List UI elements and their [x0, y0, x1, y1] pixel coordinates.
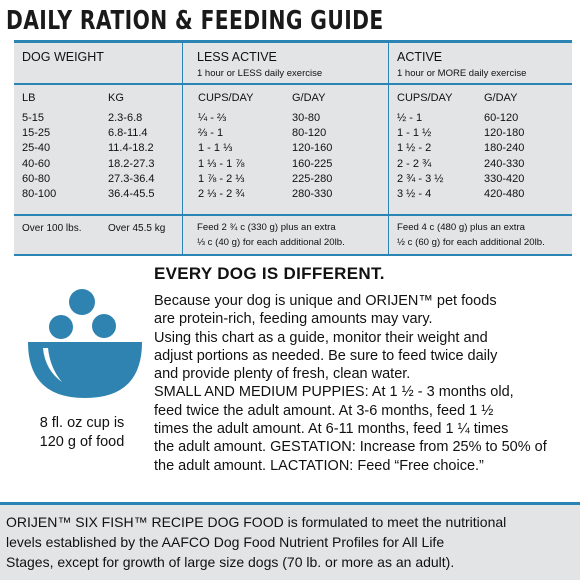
cell-active-cups: 2 ¾ - 3 ½ [397, 172, 444, 185]
bowl-highlight [43, 348, 62, 382]
cell-less-cups: 1 ⅓ - 1 ⅞ [198, 157, 245, 170]
cell-less-cups: 1 - 1 ⅓ [198, 142, 233, 155]
cell-lb: 5-15 [22, 112, 45, 124]
group-dog-weight: DOG WEIGHT [22, 50, 104, 64]
kibble-left [49, 315, 73, 339]
aafco-line: levels established by the AAFCO Dog Food… [6, 534, 445, 550]
cell-kg: 36.4-45.5 [108, 188, 155, 200]
every-dog-line: are protein-rich, feeding amounts may va… [154, 311, 433, 328]
page-title: DAILY RATION & FEEDING GUIDE [6, 6, 384, 36]
cell-active-g: 120-180 [484, 127, 525, 140]
col-header-less-g: G/DAY [292, 92, 326, 104]
aafco-panel [0, 502, 580, 580]
group-active: ACTIVE [397, 50, 443, 64]
feeding-table [14, 40, 572, 256]
aafco-line: Stages, except for growth of large size … [6, 554, 455, 570]
every-dog-line: feed twice the adult amount. At 3-6 mont… [154, 402, 494, 419]
cell-kg: 18.2-27.3 [108, 157, 155, 170]
over-less-note: Feed 2 ¾ c (330 g) plus an extra ⅓ c (40… [197, 222, 345, 248]
cell-active-g: 330-420 [484, 172, 525, 185]
col-header-kg: KG [108, 92, 124, 104]
cell-active-cups: 2 - 2 ¾ [397, 157, 432, 170]
over-kg: Over 45.5 kg [108, 223, 166, 234]
over-lb: Over 100 lbs. [22, 223, 82, 234]
col-header-lb: LB [22, 92, 36, 104]
cell-kg: 27.3-36.4 [108, 172, 155, 185]
bowl-shape [28, 342, 142, 398]
every-dog-line: and provide plenty of fresh, clean water… [154, 366, 411, 383]
table-over-rule [14, 214, 572, 216]
every-dog-line: the adult amount. LACTATION: Feed “Free … [154, 457, 484, 474]
every-dog-line: the adult amount. GESTATION: Increase fr… [154, 439, 547, 456]
food-bowl-icon [28, 289, 142, 398]
cell-kg: 11.4-18.2 [108, 142, 154, 155]
cell-less-g: 280-330 [292, 188, 333, 200]
cell-less-g: 120-160 [292, 142, 333, 155]
cell-active-cups: ½ - 1 [397, 112, 423, 124]
cell-less-g: 80-120 [292, 127, 327, 140]
cell-less-g: 160-225 [292, 157, 333, 170]
cell-less-cups: ¼ - ⅔ [198, 112, 227, 124]
cell-active-g: 240-330 [484, 157, 525, 170]
table-bottom-rule [14, 254, 572, 256]
every-dog-line: adjust portions as needed. Be sure to fe… [154, 347, 498, 364]
every-dog-line: Using this chart as a guide, monitor the… [154, 329, 488, 346]
group-active-sub: 1 hour or MORE daily exercise [397, 68, 527, 79]
over-active-note: Feed 4 c (480 g) plus an extra ½ c (60 g… [397, 222, 545, 248]
cell-active-cups: 3 ½ - 4 [397, 188, 432, 200]
cell-lb: 15-25 [22, 127, 51, 140]
col-header-active-g: G/DAY [484, 92, 518, 104]
cup-caption: 8 fl. oz cup is 120 g of food [20, 414, 144, 452]
cell-lb: 80-100 [22, 188, 57, 200]
cell-active-cups: 1 ½ - 2 [397, 142, 432, 155]
cell-less-g: 225-280 [292, 172, 333, 185]
cell-active-cups: 1 - 1 ½ [397, 127, 432, 140]
group-less-active-sub: 1 hour or LESS daily exercise [197, 68, 323, 79]
cup-caption-line-2: 120 g of food [39, 434, 125, 450]
cell-less-cups: 2 ⅓ - 2 ¾ [198, 188, 245, 200]
cell-less-cups: 1 ⅞ - 2 ⅓ [198, 172, 245, 185]
group-less-active: LESS ACTIVE [197, 50, 277, 64]
col-header-less-cups: CUPS/DAY [198, 92, 254, 104]
table-top-rule [14, 40, 572, 43]
col-header-active-cups: CUPS/DAY [397, 92, 453, 104]
table-divider-2 [388, 42, 389, 254]
cell-active-g: 420-480 [484, 188, 525, 200]
every-dog-text: Because your dog is unique and ORIJEN™ p… [154, 292, 574, 475]
cell-kg: 6.8-11.4 [108, 127, 148, 140]
cell-less-g: 30-80 [292, 112, 321, 124]
aafco-top-rule [0, 502, 580, 505]
every-dog-line: times the adult amount. At 6-11 months, … [154, 421, 509, 438]
kibble-top [69, 289, 95, 315]
table-divider-1 [182, 42, 183, 254]
every-dog-line: SMALL AND MEDIUM PUPPIES: At 1 ½ - 3 mon… [154, 384, 514, 401]
cell-active-g: 180-240 [484, 142, 525, 155]
cell-lb: 40-60 [22, 157, 51, 170]
cup-caption-line-1: 8 fl. oz cup is [39, 415, 125, 431]
kibble-right [92, 314, 116, 338]
every-dog-heading: EVERY DOG IS DIFFERENT. [154, 264, 385, 283]
table-header-rule [14, 83, 572, 85]
cell-lb: 60-80 [22, 172, 51, 185]
cell-kg: 2.3-6.8 [108, 112, 143, 124]
cell-lb: 25-40 [22, 142, 51, 155]
cell-active-g: 60-120 [484, 112, 519, 124]
aafco-line: ORIJEN™ SIX FISH™ RECIPE DOG FOOD is for… [6, 514, 507, 530]
aafco-statement: ORIJEN™ SIX FISH™ RECIPE DOG FOOD is for… [6, 512, 576, 572]
every-dog-line: Because your dog is unique and ORIJEN™ p… [154, 293, 497, 309]
cell-less-cups: ⅔ - 1 [198, 127, 224, 140]
